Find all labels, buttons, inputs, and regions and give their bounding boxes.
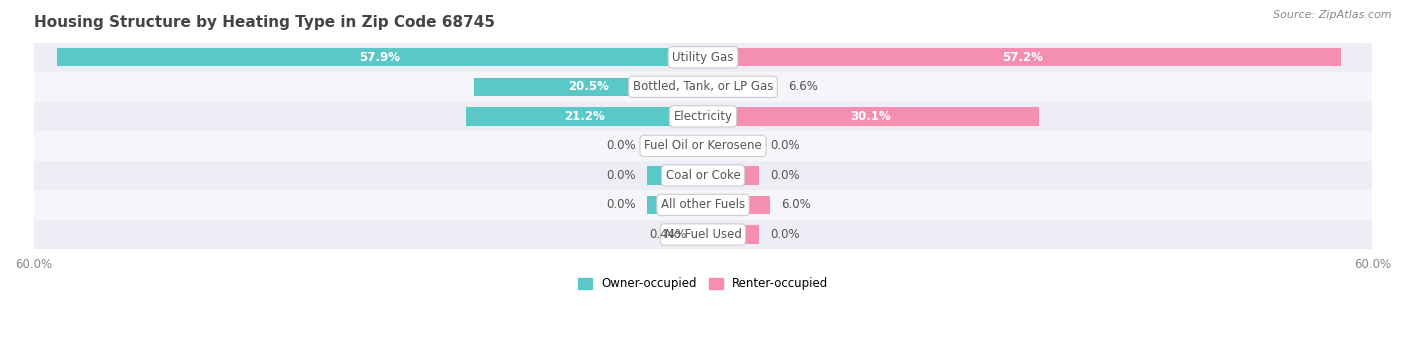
- Bar: [474, 78, 703, 96]
- Bar: [34, 220, 1372, 249]
- Bar: [647, 196, 703, 214]
- Bar: [647, 166, 703, 184]
- Text: No Fuel Used: No Fuel Used: [665, 228, 741, 241]
- Bar: [58, 48, 703, 66]
- Text: 0.0%: 0.0%: [606, 198, 636, 211]
- Text: All other Fuels: All other Fuels: [661, 198, 745, 211]
- Text: 21.2%: 21.2%: [564, 110, 605, 123]
- Bar: [647, 137, 703, 155]
- Bar: [703, 78, 776, 96]
- Bar: [34, 102, 1372, 131]
- Text: 0.0%: 0.0%: [606, 139, 636, 152]
- Bar: [34, 131, 1372, 161]
- Text: 57.2%: 57.2%: [1001, 51, 1042, 64]
- Bar: [34, 43, 1372, 72]
- Text: 57.9%: 57.9%: [360, 51, 401, 64]
- Text: 20.5%: 20.5%: [568, 80, 609, 93]
- Bar: [703, 107, 1039, 125]
- Text: Coal or Coke: Coal or Coke: [665, 169, 741, 182]
- Text: 0.0%: 0.0%: [606, 169, 636, 182]
- Bar: [699, 225, 703, 243]
- Text: 6.6%: 6.6%: [787, 80, 818, 93]
- Bar: [703, 137, 759, 155]
- Bar: [34, 72, 1372, 102]
- Bar: [703, 196, 770, 214]
- Bar: [703, 166, 759, 184]
- Bar: [703, 48, 1341, 66]
- Text: Bottled, Tank, or LP Gas: Bottled, Tank, or LP Gas: [633, 80, 773, 93]
- Text: 0.0%: 0.0%: [770, 228, 800, 241]
- Text: 0.0%: 0.0%: [770, 139, 800, 152]
- Text: Source: ZipAtlas.com: Source: ZipAtlas.com: [1274, 10, 1392, 20]
- Text: Utility Gas: Utility Gas: [672, 51, 734, 64]
- Text: 0.0%: 0.0%: [770, 169, 800, 182]
- Text: Electricity: Electricity: [673, 110, 733, 123]
- Bar: [703, 225, 759, 243]
- Bar: [34, 161, 1372, 190]
- Text: Housing Structure by Heating Type in Zip Code 68745: Housing Structure by Heating Type in Zip…: [34, 15, 495, 30]
- Bar: [467, 107, 703, 125]
- Legend: Owner-occupied, Renter-occupied: Owner-occupied, Renter-occupied: [572, 273, 834, 295]
- Text: 6.0%: 6.0%: [782, 198, 811, 211]
- Text: Fuel Oil or Kerosene: Fuel Oil or Kerosene: [644, 139, 762, 152]
- Text: 30.1%: 30.1%: [851, 110, 891, 123]
- Text: 0.44%: 0.44%: [650, 228, 688, 241]
- Bar: [34, 190, 1372, 220]
